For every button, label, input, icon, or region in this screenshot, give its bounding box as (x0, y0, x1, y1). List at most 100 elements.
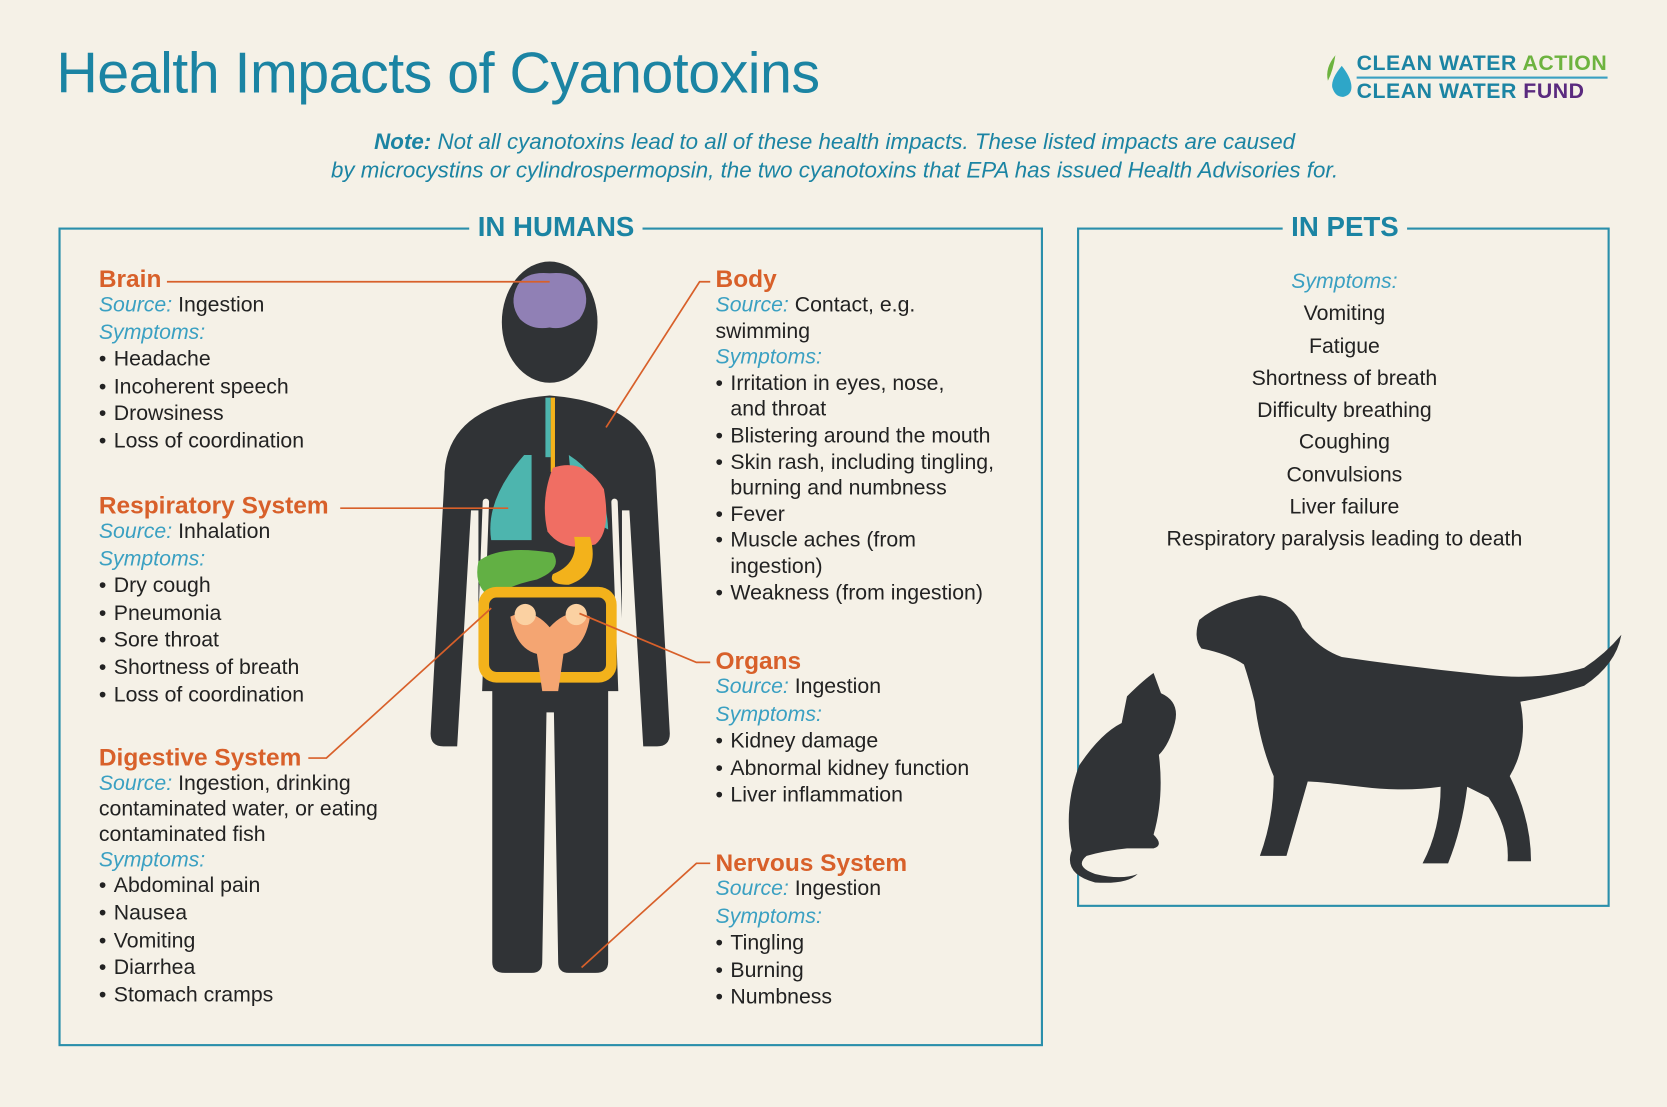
note-label: Note: (374, 129, 432, 155)
pet-symptom: Difficulty breathing (1257, 398, 1432, 423)
pet-symptom: Liver failure (1289, 495, 1400, 519)
pet-symptom: Vomiting (1303, 302, 1386, 326)
respiratory-section: Respiratory System Source: Inhalation Sy… (99, 491, 329, 709)
dog-silhouette (1196, 595, 1622, 864)
source-label: Source: (715, 293, 789, 317)
symptom: Vomiting (99, 928, 378, 955)
symptom: Shortness of breath (99, 655, 329, 682)
symptom-line: ingestion) (730, 554, 823, 579)
symptoms-label: Symptoms: (715, 904, 822, 928)
source-value: Ingestion (178, 293, 265, 317)
source-value: swimming (715, 319, 811, 343)
pets-symptoms: Symptoms: Vomiting Fatigue Shortness of … (1077, 266, 1612, 556)
symptoms-label: Symptoms: (98, 547, 206, 571)
liver-organ (477, 550, 556, 598)
source-label: Source: (715, 877, 789, 901)
note-text: Not all cyanotoxins lead to all of these… (437, 129, 1296, 155)
source-label: Source: (715, 675, 789, 699)
symptom: Sore throat (99, 628, 329, 655)
humans-panel: IN HUMANS (58, 210, 1043, 1047)
cat-silhouette (1068, 673, 1176, 883)
symptom-line: Muscle aches (from (730, 528, 916, 553)
brain-section: Brain Source: Ingestion Symptoms: Headac… (99, 265, 304, 456)
stomach-organ (551, 536, 593, 585)
symptom: Tingling (716, 930, 908, 957)
heart-organ (544, 465, 607, 547)
source-value: contaminated water, or eating (98, 797, 378, 821)
symptom: Stomach cramps (99, 983, 378, 1010)
source-value: Ingestion (794, 675, 882, 699)
section-title: Organs (715, 646, 802, 675)
symptom: Skin rash, including tingling,burning an… (716, 449, 994, 501)
humans-heading: IN HUMANS (469, 210, 643, 244)
digestive-section: Digestive System Source: Ingestion, drin… (99, 743, 378, 1010)
source-label: Source: (98, 293, 173, 317)
leader-lines (166, 280, 711, 969)
lung-left (490, 455, 532, 541)
logo-text: CLEAN WATER (1356, 79, 1517, 103)
symptom-line: burning and numbness (730, 476, 947, 500)
pet-symptom: Shortness of breath (1251, 366, 1438, 391)
source-value: Contact, e.g. (794, 293, 916, 317)
pet-symptom: Fatigue (1308, 334, 1380, 358)
symptoms-label: Symptoms: (1291, 270, 1398, 294)
symptom: Incoherent speech (99, 374, 304, 401)
symptom: Weakness (from ingestion) (716, 580, 994, 606)
symptom: Blistering around the mouth (716, 423, 994, 449)
pets-heading: IN PETS (1282, 210, 1408, 244)
symptom-line: Skin rash, including tingling, (730, 450, 995, 474)
symptom: Diarrhea (99, 955, 378, 982)
logo-text: ACTION (1522, 52, 1608, 76)
source-value: Ingestion (794, 877, 882, 901)
pet-symptom: Coughing (1298, 431, 1390, 455)
source-label: Source: (98, 771, 173, 796)
symptom: Kidney damage (716, 728, 970, 755)
symptom: Nausea (99, 900, 378, 927)
page-title: Health Impacts of Cyanotoxins (56, 41, 820, 106)
symptoms-label: Symptoms: (715, 345, 822, 370)
symptom: Loss of coordination (99, 428, 304, 455)
symptom: Irritation in eyes, nose,and throat (716, 371, 994, 423)
section-title: Respiratory System (98, 491, 329, 519)
pet-symptom: Convulsions (1286, 463, 1403, 487)
section-title: Brain (98, 264, 162, 293)
symptom-line: Irritation in eyes, nose, (730, 371, 945, 396)
uterus-organ (510, 613, 591, 692)
symptom: Fever (716, 502, 994, 528)
water-drop-leaf-icon (1327, 55, 1352, 97)
note-text: by microcystins or cylindrospermopsin, t… (330, 158, 1339, 183)
section-title: Nervous System (715, 848, 908, 877)
pet-symptom: Respiratory paralysis leading to death (1166, 527, 1523, 552)
logo: CLEAN WATER ACTION CLEAN WATER FUND (1356, 51, 1608, 104)
logo-text: CLEAN WATER (1356, 52, 1517, 76)
logo-text: FUND (1523, 79, 1585, 103)
section-title: Body (715, 264, 777, 293)
symptoms-label: Symptoms: (98, 320, 206, 345)
symptom: Abnormal kidney function (716, 756, 970, 783)
trachea (545, 397, 551, 458)
brain-organ (513, 272, 587, 329)
symptom: Numbness (716, 985, 908, 1012)
organs-section: Organs Source: Ingestion Symptoms: Kidne… (716, 646, 970, 810)
symptoms-label: Symptoms: (715, 702, 822, 726)
note: Note: Not all cyanotoxins lead to all of… (0, 128, 1667, 185)
section-title: Digestive System (98, 743, 302, 771)
human-figure (430, 261, 670, 973)
source-value: contaminated fish (98, 822, 266, 847)
symptoms-label: Symptoms: (98, 848, 206, 872)
symptom: Drowsiness (99, 401, 304, 428)
nervous-section: Nervous System Source: Ingestion Symptom… (716, 848, 908, 1012)
source-value: Ingestion, drinking (178, 771, 351, 796)
symptom: Headache (99, 347, 304, 374)
symptom: Pneumonia (99, 600, 329, 627)
body-section: Body Source: Contact, e.g. swimming Symp… (716, 265, 994, 606)
symptom-line: and throat (730, 398, 827, 422)
source-value: Inhalation (178, 519, 271, 544)
source-label: Source: (98, 519, 173, 544)
pets-panel: IN PETS (1077, 210, 1610, 907)
symptom: Loss of coordination (99, 682, 329, 709)
symptom: Burning (716, 958, 908, 985)
symptom: Dry cough (99, 573, 329, 600)
